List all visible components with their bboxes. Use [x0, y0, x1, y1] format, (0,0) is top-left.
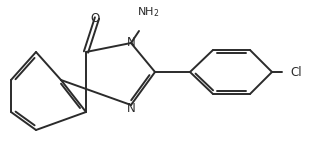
Text: NH$_2$: NH$_2$ — [137, 5, 159, 19]
Text: N: N — [127, 102, 135, 114]
Text: Cl: Cl — [290, 66, 302, 78]
Text: O: O — [91, 12, 100, 24]
Text: N: N — [127, 36, 135, 50]
